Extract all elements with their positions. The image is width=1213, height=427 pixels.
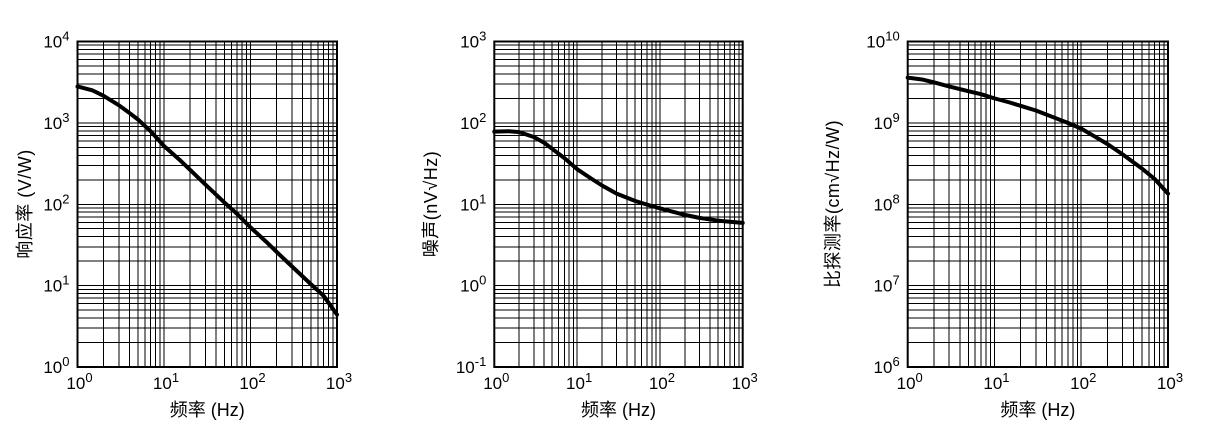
responsivity-x-axis-label: 频率 (Hz) — [169, 400, 245, 420]
x-tick-label: 101 — [566, 370, 592, 393]
y-tick-label: 104 — [43, 29, 69, 52]
y-tick-label: 1010 — [866, 29, 899, 52]
x-tick-label: 100 — [483, 370, 509, 393]
noise-chart: 100 101 102 103 10-1 100 101 102 103 噪声(nV√Hz) 频… — [400, 0, 765, 427]
responsivity-curve — [75, 84, 339, 317]
y-tick-label: 103 — [460, 29, 486, 52]
y-tick-label: 102 — [43, 191, 69, 214]
y-tick-label: 101 — [43, 273, 69, 296]
grid-lines — [77, 41, 337, 368]
plot-border — [76, 40, 338, 368]
noise-y-axis-label: 噪声(nV√Hz) — [421, 151, 441, 258]
y-tick-label: 109 — [874, 110, 900, 133]
y-tick-label: 101 — [460, 191, 486, 214]
y-tick-label: 100 — [460, 273, 486, 296]
y-tick-label: 102 — [460, 110, 486, 133]
x-tick-label: 100 — [66, 370, 92, 393]
x-tick-label: 100 — [897, 370, 923, 393]
x-tick-label: 103 — [1157, 370, 1183, 393]
x-tick-label: 101 — [153, 370, 179, 393]
responsivity-y-axis-label: 响应率 (V/W) — [15, 149, 35, 260]
detectivity-chart: 100 101 102 103 106 107 108 109 1010 比探测率(cm√Hz/… — [800, 0, 1213, 427]
x-tick-label: 102 — [649, 370, 675, 393]
detectivity-curve — [905, 75, 1170, 196]
x-tick-label: 103 — [732, 370, 758, 393]
x-tick-label: 103 — [326, 370, 352, 393]
y-tick-label: 107 — [874, 273, 900, 296]
plot-border — [493, 40, 744, 368]
y-tick-label: 10-1 — [456, 354, 486, 377]
detectivity-y-axis-label: 比探测率(cm√Hz/W) — [823, 120, 843, 289]
plot-border — [906, 40, 1169, 368]
x-tick-label: 101 — [983, 370, 1009, 393]
y-tick-label: 108 — [874, 191, 900, 214]
y-tick-label: 103 — [43, 110, 69, 133]
grid-lines — [493, 41, 743, 368]
x-tick-label: 102 — [1070, 370, 1096, 393]
x-tick-label: 102 — [239, 370, 265, 393]
noise-curve — [492, 129, 745, 225]
detectivity-x-axis-label: 频率 (Hz) — [1000, 400, 1076, 420]
responsivity-chart: 100 101 102 103 100 101 102 103 104 响应率 (V/W) 频率… — [0, 0, 370, 427]
noise-x-axis-label: 频率 (Hz) — [581, 400, 656, 420]
grid-lines — [907, 41, 1168, 368]
